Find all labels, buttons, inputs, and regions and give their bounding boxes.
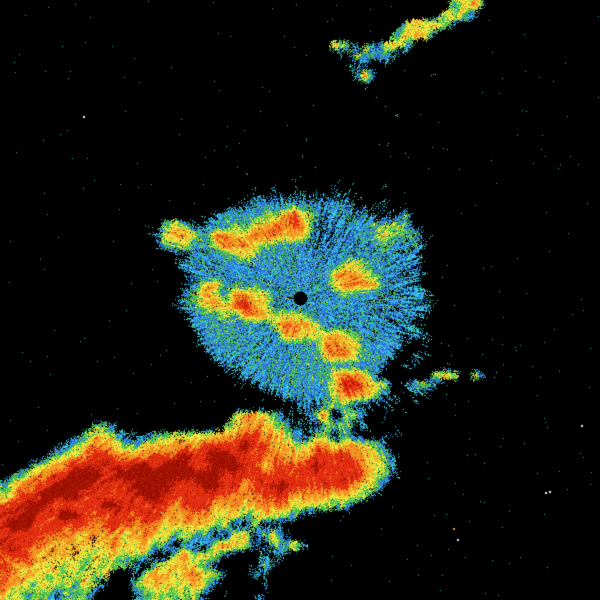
radar-viewport [0,0,600,600]
radar-image [0,0,600,600]
